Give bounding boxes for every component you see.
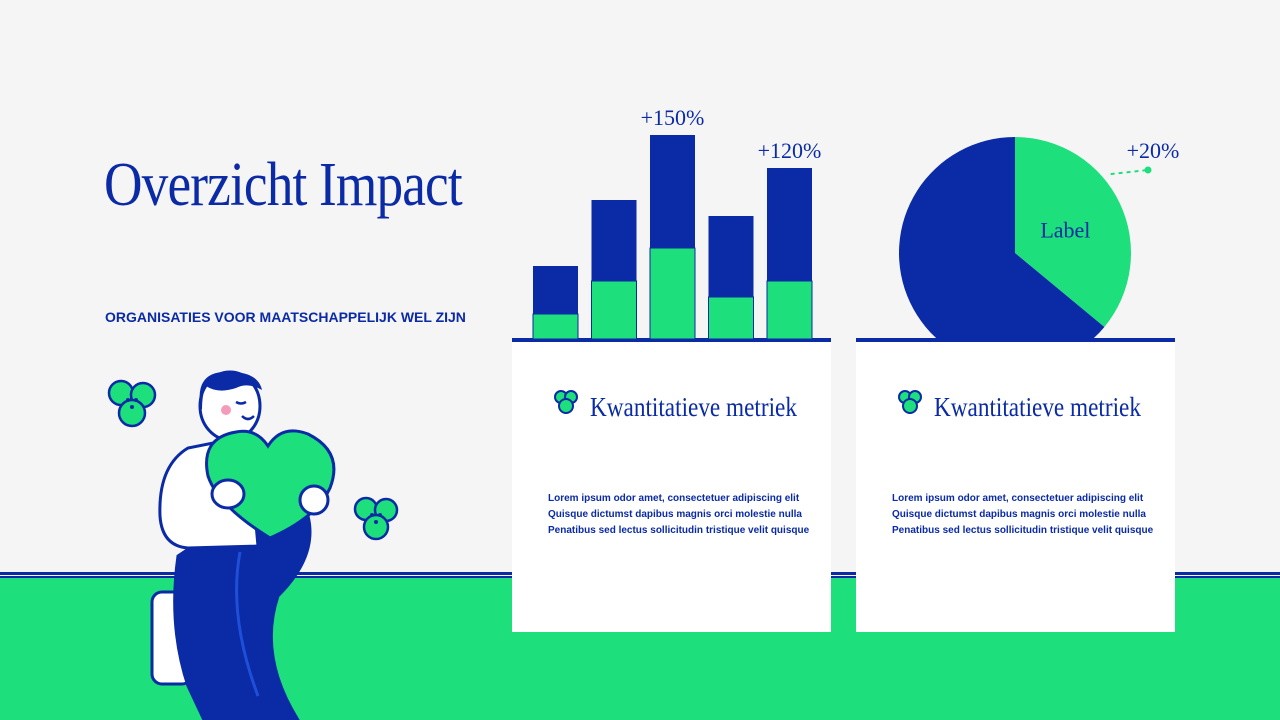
page-subtitle: ORGANISATIES VOOR MAATSCHAPPELIJK WEL ZI… <box>105 309 466 325</box>
clover-icon <box>554 390 578 414</box>
card-title: Kwantitatieve metriek <box>934 392 1141 422</box>
bar-segment <box>591 280 637 340</box>
pie-slice-label: Label <box>1040 217 1090 242</box>
bar-segment <box>533 266 578 314</box>
card-body-line: Penatibus sed lectus sollicitudin tristi… <box>892 525 1154 536</box>
bar-segment <box>708 216 754 297</box>
card-title: Kwantitatieve metriek <box>590 392 797 422</box>
bar-segment <box>649 247 696 340</box>
metric-card: Kwantitatieve metriek Lorem ipsum odor a… <box>512 342 831 632</box>
bar-annotation-label: +150% <box>641 105 705 130</box>
person-holding-heart-illustration <box>150 370 336 720</box>
card-body-line: Penatibus sed lectus sollicitudin tristi… <box>548 525 810 536</box>
card-body: Lorem ipsum odor amet, consectetuer adip… <box>548 491 818 539</box>
annotation-leader-line <box>1110 169 1149 176</box>
card-body-line: Quisque dictumst dapibus magnis orci mol… <box>548 509 802 520</box>
card-body-line: Quisque dictumst dapibus magnis orci mol… <box>892 509 1146 520</box>
pie-annotation-label: +20% <box>1127 138 1180 163</box>
pie-slice <box>898 137 1105 370</box>
clover-icon <box>898 390 922 414</box>
pie-slice <box>1015 137 1131 327</box>
card-body-line: Lorem ipsum odor amet, consectetuer adip… <box>892 493 1144 504</box>
bar-segment <box>767 168 812 281</box>
pie-baseline-mask <box>895 342 1135 372</box>
card-body: Lorem ipsum odor amet, consectetuer adip… <box>892 491 1162 539</box>
annotation-dot <box>1144 166 1152 174</box>
bar-segment <box>532 313 579 340</box>
bar-segment <box>650 135 695 248</box>
bar-annotation-label: +120% <box>758 138 822 163</box>
card-top-border <box>512 338 831 342</box>
bar-segment <box>708 296 754 340</box>
card-body-line: Lorem ipsum odor amet, consectetuer adip… <box>548 493 800 504</box>
clover-icon <box>353 496 399 541</box>
page-title: Overzicht Impact <box>104 151 463 219</box>
bar-segment <box>766 280 813 340</box>
metric-card: Kwantitatieve metriek Lorem ipsum odor a… <box>856 342 1175 632</box>
bar-segment <box>591 200 637 281</box>
clover-icon <box>107 379 157 428</box>
